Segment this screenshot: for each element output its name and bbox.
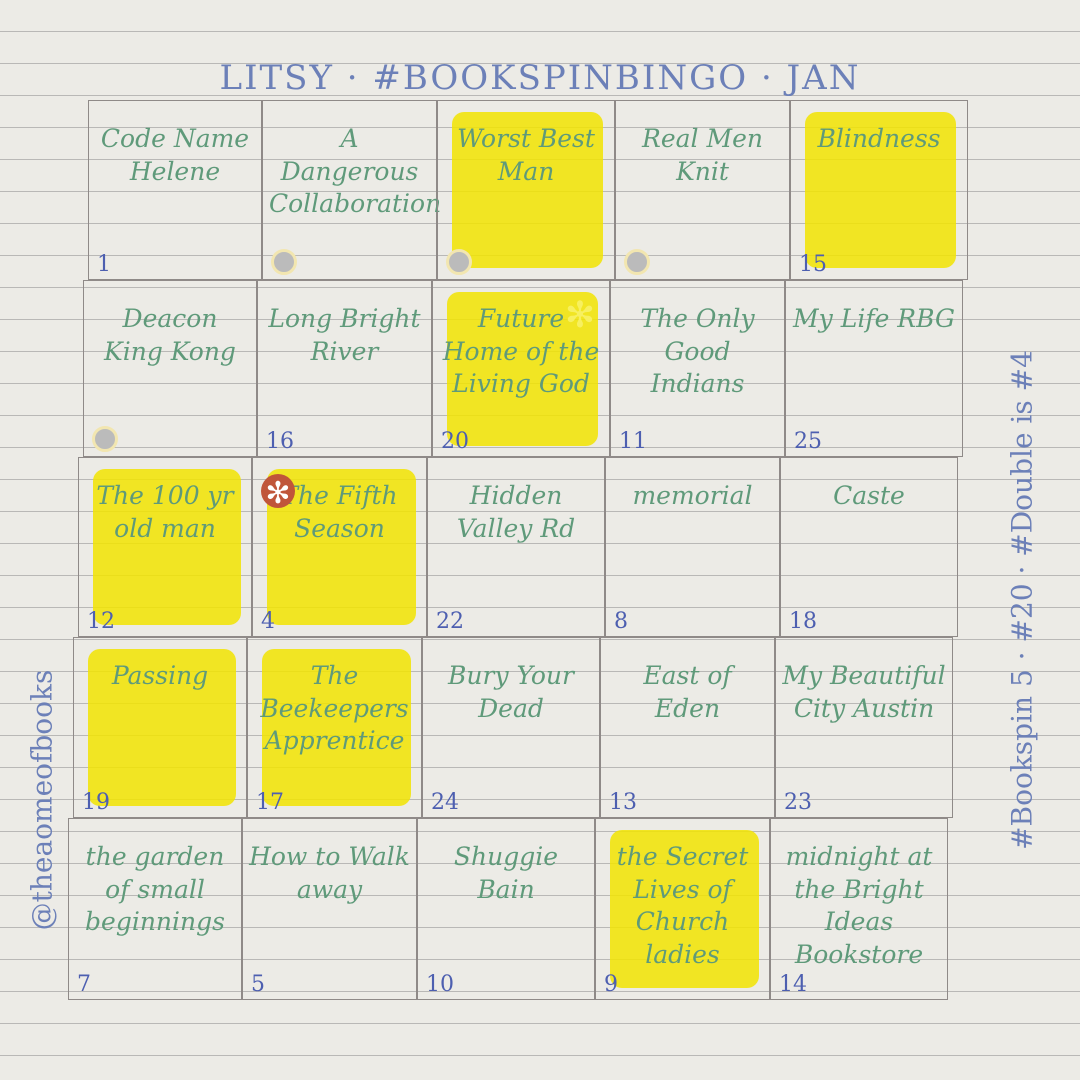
book-title: The Only Good Indians [640, 304, 755, 398]
note: #Bookspin 5 · #20 · #Double is #4 [1005, 350, 1039, 850]
bingo-cell: The 100 yr old man 12 [78, 457, 252, 637]
book-title: My Life RBG [793, 304, 955, 333]
pick-number: 9 [604, 972, 618, 997]
highlight [452, 111, 604, 269]
bingo-cell: My Beautiful City Austin 23 [775, 637, 953, 818]
highlight [609, 829, 759, 989]
bingo-cell: Blindness 15 [790, 100, 968, 280]
star: ✻ [564, 295, 595, 336]
bingo-cell: A Dangerous Collaboration [262, 100, 442, 280]
highlight [92, 468, 241, 626]
bingo-cell: the Secret Lives of Church ladies 9 [595, 818, 770, 1000]
pick-number: 25 [794, 429, 822, 454]
bingo-cell: midnight at the Bright Ideas Bookstore 14 [770, 818, 948, 1000]
flower-sticker: ✻ [261, 474, 295, 511]
bingo-cell: Passing 19 [73, 637, 247, 818]
book-title: Blindness [817, 124, 941, 153]
book-title: memorial [632, 481, 753, 510]
pick-number: 15 [799, 252, 827, 277]
book-title: East of Eden [643, 661, 732, 723]
pick-number: 20 [441, 429, 469, 454]
bingo-cell: How to Walk away 5 [242, 818, 417, 1000]
highlight [447, 291, 599, 446]
book-title: The 100 yr old man [96, 481, 234, 543]
pick-number: 7 [77, 972, 91, 997]
book-title: midnight at the Bright Ideas Bookstore [785, 842, 933, 969]
pick-number: 16 [266, 429, 294, 454]
book-title: Hidden Valley Rd [456, 481, 576, 543]
bingo-cell: Long Bright River 16 [257, 280, 432, 457]
book-title: Caste [833, 481, 905, 510]
bingo-cell: memorial 8 [605, 457, 780, 637]
pick-number: 10 [426, 972, 454, 997]
bingo-cell: The Only Good Indians 11 [610, 280, 785, 457]
bingo-cell: Future Home of the Living God 20 ✻ [432, 280, 610, 457]
bingo-cell: The Fifth Season 4 ✻ [252, 457, 427, 637]
bingo-cell: Hidden Valley Rd 22 [427, 457, 605, 637]
book-title: My Beautiful City Austin [782, 661, 946, 723]
title: LITSY · #BOOKSPINBINGO · JAN [219, 58, 861, 98]
highlight [87, 648, 236, 807]
bingo-cell: Real Men Knit [615, 100, 790, 280]
sticker [624, 249, 650, 275]
pick-number: 13 [609, 790, 637, 815]
book-title: Code Name Helene [100, 124, 250, 186]
pick-number: 24 [431, 790, 459, 815]
bingo-cell: Deacon King Kong [83, 280, 257, 457]
book-title: Bury Your Dead [448, 661, 574, 723]
bingo-cell: The Beekeepers Apprentice 17 [247, 637, 422, 818]
book-title: The Beekeepers Apprentice [260, 661, 409, 755]
bingo-cell: My Life RBG 25 [785, 280, 963, 457]
sticker [446, 249, 472, 275]
handle: @theaomeofbooks [25, 669, 59, 931]
pick-number: 14 [779, 972, 807, 997]
book-title: How to Walk away [249, 842, 410, 904]
pick-number: 8 [614, 609, 628, 634]
bingo-cell: Bury Your Dead 24 [422, 637, 600, 818]
pick-number: 11 [619, 429, 647, 454]
book-title: Long Bright River [268, 304, 421, 366]
pick-number: 12 [87, 609, 115, 634]
bingo-cell: the garden of small beginnings 7 [68, 818, 242, 1000]
pick-number: 4 [261, 609, 275, 634]
pick-number: 5 [251, 972, 265, 997]
bingo-cell: Worst Best Man [437, 100, 615, 280]
bingo-cell: East of Eden 13 [600, 637, 775, 818]
book-title: the garden of small beginnings [85, 842, 225, 936]
book-title: Real Men Knit [642, 124, 763, 186]
bingo-cell: Shuggie Bain 10 [417, 818, 595, 1000]
pick-number: 18 [789, 609, 817, 634]
highlight [805, 111, 957, 269]
bingo-cell: Code Name Helene 1 [88, 100, 262, 280]
pick-number: 19 [82, 790, 110, 815]
book-title: Worst Best Man [457, 124, 595, 186]
highlight [261, 648, 411, 807]
pick-number: 23 [784, 790, 812, 815]
book-title: The Fifth Season [281, 481, 398, 543]
sticker [92, 426, 118, 452]
book-title: Deacon King Kong [104, 304, 236, 366]
pick-number: 17 [256, 790, 284, 815]
book-title: A Dangerous Collaboration [269, 124, 442, 218]
sticker [271, 249, 297, 275]
pick-number: 22 [436, 609, 464, 634]
book-title: the Secret Lives of Church ladies [616, 842, 749, 969]
book-title: Passing [111, 661, 209, 690]
pick-number: 1 [97, 252, 111, 277]
bingo-cell: Caste 18 [780, 457, 958, 637]
book-title: Future Home of the Living God [442, 304, 600, 398]
book-title: Shuggie Bain [453, 842, 559, 904]
